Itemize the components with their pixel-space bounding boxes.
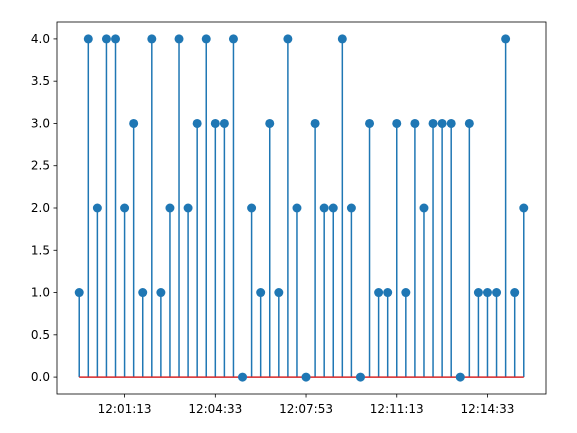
y-tick-label: 4.0	[31, 32, 50, 46]
stem-marker	[283, 34, 293, 44]
stem-marker	[219, 118, 229, 128]
stem-marker	[120, 203, 130, 213]
stem-marker	[392, 118, 402, 128]
stem-marker	[292, 203, 302, 213]
y-tick-label: 2.5	[31, 159, 50, 173]
stem-marker	[383, 288, 393, 298]
stem-marker	[455, 372, 465, 382]
stem-marker	[310, 118, 320, 128]
stem-marker	[138, 288, 148, 298]
stem-marker	[464, 118, 474, 128]
stem-marker	[129, 118, 139, 128]
y-tick-label: 3.5	[31, 74, 50, 88]
stem-marker	[419, 203, 429, 213]
stem-marker	[92, 203, 102, 213]
y-tick-label: 0.0	[31, 370, 50, 384]
stem-marker	[147, 34, 157, 44]
stem-marker	[501, 34, 511, 44]
axes-frame	[56, 21, 547, 395]
stem-marker	[510, 288, 520, 298]
stem-marker	[183, 203, 193, 213]
stem-marker	[238, 372, 248, 382]
stem-marker	[492, 288, 502, 298]
y-tick-label: 1.0	[31, 286, 50, 300]
stem-marker	[274, 288, 284, 298]
stem-marker	[437, 118, 447, 128]
stem-marker	[410, 118, 420, 128]
stem-marker	[111, 34, 121, 44]
y-axis: 0.0 0.5 1.0 1.5 2.0 2.5 3.0 3.5 4.0	[31, 32, 57, 384]
x-tick-label: 12:14:33	[461, 402, 515, 416]
stem-marker	[101, 34, 111, 44]
stem-lines	[78, 38, 525, 378]
x-tick-label: 12:07:53	[279, 402, 333, 416]
stem-marker	[346, 203, 356, 213]
stem-marker	[355, 372, 365, 382]
y-tick-label: 0.5	[31, 328, 50, 342]
stem-marker	[210, 118, 220, 128]
stem-marker	[401, 288, 411, 298]
stem-marker	[482, 288, 492, 298]
y-tick-label: 1.5	[31, 243, 50, 257]
stem-marker	[301, 372, 311, 382]
stem-marker	[247, 203, 257, 213]
stem-marker	[265, 118, 275, 128]
x-tick-label: 12:11:13	[370, 402, 424, 416]
stem-marker	[365, 118, 375, 128]
stem-marker	[201, 34, 211, 44]
stem-marker	[328, 203, 338, 213]
stem-marker	[156, 288, 166, 298]
stem-marker	[446, 118, 456, 128]
stem-marker	[83, 34, 93, 44]
x-axis: 12:01:13 12:04:33 12:07:53 12:11:13 12:14:33	[98, 394, 515, 416]
x-tick-label: 12:04:33	[188, 402, 242, 416]
stem-marker	[165, 203, 175, 213]
y-tick-label: 2.0	[31, 201, 50, 215]
stem-marker	[256, 288, 266, 298]
stem-marker	[473, 288, 483, 298]
stem-marker	[519, 203, 529, 213]
stem-marker	[374, 288, 384, 298]
stem-marker	[337, 34, 347, 44]
stem-marker	[428, 118, 438, 128]
stem-marker	[192, 118, 202, 128]
stem-marker	[174, 34, 184, 44]
x-tick-label: 12:01:13	[98, 402, 152, 416]
stem-markers	[74, 34, 529, 382]
stem-marker	[74, 288, 84, 298]
stem-marker	[228, 34, 238, 44]
stem-marker	[319, 203, 329, 213]
y-tick-label: 3.0	[31, 116, 50, 130]
